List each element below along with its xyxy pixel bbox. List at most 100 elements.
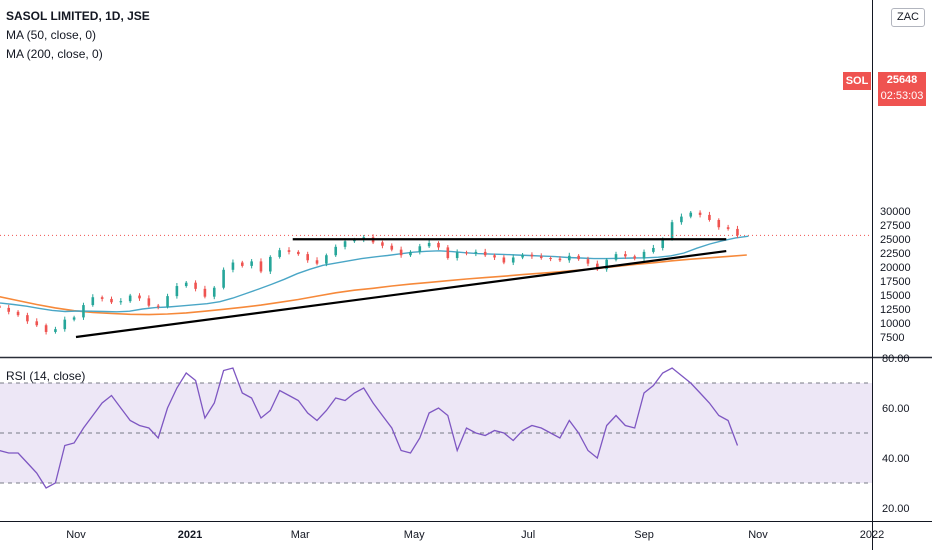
price-tick-label: 25000: [880, 234, 911, 246]
candle-body: [82, 305, 85, 318]
price-tick-label: 20000: [880, 262, 911, 274]
candle-body: [212, 287, 216, 297]
candle-body: [184, 282, 188, 287]
ma200-legend: MA (200, close, 0): [6, 47, 103, 61]
candle-body: [297, 251, 300, 255]
candle-body: [474, 251, 478, 254]
candle-body: [680, 216, 683, 223]
candle-body: [586, 259, 590, 264]
candle-body: [128, 295, 132, 302]
time-tick-label: Mar: [291, 529, 310, 541]
candle-body: [605, 259, 608, 270]
ma50-legend: MA (50, close, 0): [6, 28, 97, 42]
price-tick-label: 27500: [880, 220, 911, 232]
candle-body: [54, 329, 57, 332]
candle-body: [670, 222, 674, 239]
candle-body: [269, 256, 272, 272]
rsi-line: [0, 367, 739, 489]
price-tick-label: 30000: [880, 206, 911, 218]
candle-body: [63, 319, 67, 330]
candle-body: [278, 250, 281, 257]
currency-badge[interactable]: ZAC: [891, 8, 925, 27]
candle-body: [26, 315, 29, 322]
candle-body: [708, 214, 711, 220]
candle-body: [642, 251, 646, 259]
candle-body: [175, 286, 179, 297]
rsi-tick-label: 60.00: [882, 403, 910, 415]
rsi-tick-label: 20.00: [882, 503, 910, 515]
candle-body: [166, 296, 169, 307]
candle-body: [325, 255, 328, 264]
candle-body: [633, 256, 636, 259]
candle-body: [240, 262, 244, 266]
candle-body: [521, 254, 524, 258]
candle-body: [315, 260, 319, 264]
candle-body: [661, 239, 665, 248]
candle-body: [138, 295, 141, 299]
candle-body: [156, 305, 160, 307]
rsi-tick-label: 40.00: [882, 453, 910, 465]
candle-body: [698, 212, 702, 215]
candle-body: [287, 250, 291, 252]
candle-body: [418, 246, 422, 252]
candle-body: [483, 251, 487, 256]
candle-body: [624, 254, 627, 257]
rsi-legend: RSI (14, close): [6, 369, 86, 383]
price-tick-label: 22500: [880, 248, 911, 260]
symbol-price-label: SOL: [843, 72, 871, 90]
candle-body: [222, 269, 225, 288]
time-tick-label: Jul: [521, 529, 535, 541]
candle-body: [119, 301, 123, 303]
candle-body: [539, 256, 543, 259]
candle-body: [717, 219, 721, 228]
candle-body: [306, 254, 309, 261]
candle-body: [437, 242, 440, 248]
candle-body: [250, 261, 253, 266]
ma50-line: [0, 235, 749, 313]
candle-body: [231, 262, 235, 270]
time-tick-label: Nov: [66, 529, 86, 541]
candle-body: [549, 258, 552, 260]
candle-body: [7, 307, 11, 312]
candle-body: [343, 241, 347, 247]
candle-body: [652, 247, 655, 252]
candle-body: [110, 298, 113, 303]
candle-body: [91, 297, 95, 306]
candle-body: [726, 227, 730, 229]
candle-body: [203, 288, 207, 297]
candle-body: [44, 325, 48, 332]
time-tick-label: Nov: [748, 529, 768, 541]
candle-body: [334, 246, 338, 256]
candle-body: [409, 251, 412, 256]
candle-body: [72, 317, 76, 320]
candle-body: [530, 254, 534, 257]
candle-body: [399, 249, 403, 256]
price-tick-label: 10000: [880, 318, 911, 330]
candle-body: [259, 261, 263, 272]
candle-body: [558, 258, 562, 261]
candle-body: [16, 311, 20, 316]
last-price-tag: 25648 02:53:03: [878, 72, 926, 106]
rsi-tick-label: 80.00: [882, 353, 910, 365]
candle-body: [353, 239, 356, 242]
time-tick-label: May: [404, 529, 425, 541]
time-tick-label: 2021: [178, 529, 202, 541]
candle-body: [100, 297, 104, 299]
candle-body: [455, 252, 459, 259]
candle-body: [596, 263, 599, 270]
bar-countdown: 02:53:03: [880, 90, 924, 102]
candle-body: [511, 257, 515, 263]
candle-body: [465, 252, 468, 254]
candle-body: [689, 212, 693, 217]
price-tick-label: 17500: [880, 276, 911, 288]
candle-body: [577, 255, 580, 260]
price-tick-label: 15000: [880, 290, 911, 302]
price-tick-label: 12500: [880, 304, 911, 316]
chart-title: SASOL LIMITED, 1D, JSE: [6, 9, 150, 23]
candle-body: [390, 245, 394, 250]
candle-body: [502, 257, 506, 263]
price-tick-label: 7500: [880, 332, 904, 344]
candle-body: [427, 242, 431, 247]
